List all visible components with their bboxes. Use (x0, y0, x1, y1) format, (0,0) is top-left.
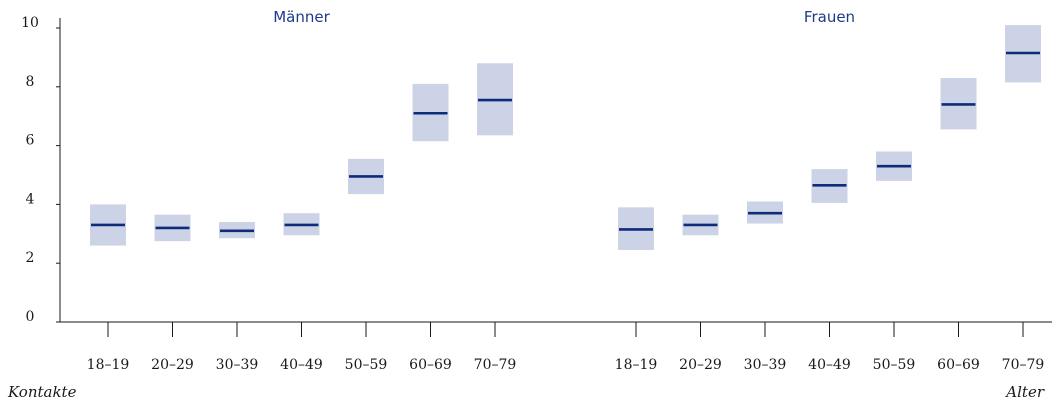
x-tick-label: 60–69 (409, 357, 452, 373)
x-tick-label: 20–29 (151, 357, 194, 373)
chart-panels: Männer Frauen (90, 8, 1041, 250)
panel-maenner: Männer (90, 8, 513, 246)
panel-title: Männer (273, 8, 330, 26)
y-axis: 0 2 4 6 8 10 (21, 15, 61, 325)
x-tick-label: 70–79 (1002, 357, 1045, 373)
x-tick-label: 60–69 (937, 357, 980, 373)
x-tick-label: 18–19 (87, 357, 130, 373)
x-tick-label: 30–39 (216, 357, 259, 373)
x-tick-label: 40–49 (280, 357, 323, 373)
y-tick-label: 8 (26, 74, 35, 90)
x-tick-label: 30–39 (744, 357, 787, 373)
x-axis-caption: Alter (1004, 383, 1045, 401)
y-tick-label: 2 (26, 250, 35, 266)
y-tick-label: 0 (26, 309, 35, 325)
x-tick-label: 18–19 (615, 357, 658, 373)
panel-title: Frauen (804, 8, 855, 26)
y-axis-caption: Kontakte (7, 383, 77, 401)
y-tick-label: 10 (21, 15, 39, 31)
x-tick-label: 50–59 (345, 357, 388, 373)
x-tick-label: 70–79 (474, 357, 517, 373)
panel-frauen: Frauen (618, 8, 1041, 250)
x-tick-label: 40–49 (808, 357, 851, 373)
x-tick-label: 20–29 (679, 357, 722, 373)
x-axis: 18–19 20–29 30–39 40–49 50–59 60–69 70–79 18–19… (60, 321, 1052, 373)
x-tick-label: 50–59 (873, 357, 916, 373)
y-tick-label: 4 (26, 191, 35, 207)
y-tick-label: 6 (26, 133, 35, 149)
